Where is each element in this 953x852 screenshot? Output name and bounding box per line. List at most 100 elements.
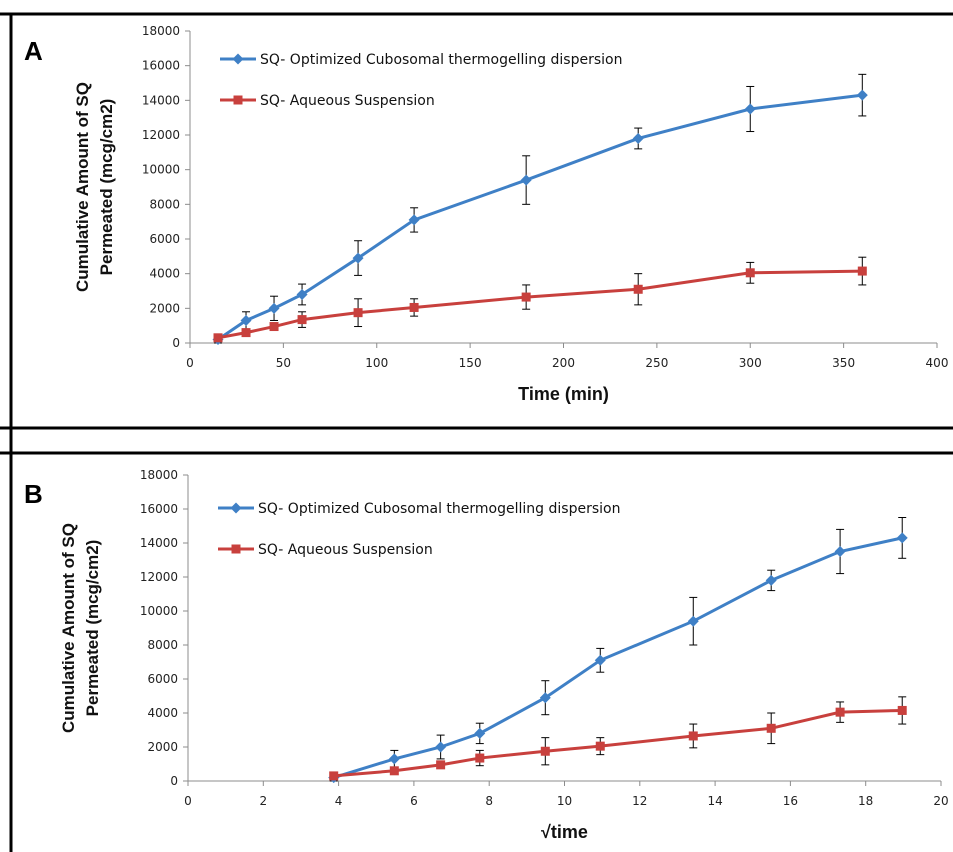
y-tick-label: 8000 [149,197,180,211]
legend-marker-diamond [230,502,242,514]
series-line [217,93,863,341]
data-point-square [436,760,446,770]
data-point-diamond [268,302,280,314]
x-tick-label: 12 [632,794,647,808]
x-tick-label: 300 [739,356,762,370]
x-tick-label: 0 [184,794,192,808]
data-point-square [595,741,605,751]
data-point-diamond [388,753,400,765]
data-point-diamond [408,214,420,226]
legend-marker-square [231,544,241,554]
x-tick-label: 150 [459,356,482,370]
data-point-square [329,771,339,781]
y-tick-label: 14000 [140,536,178,550]
data-point-diamond [834,546,846,557]
data-point-square [633,284,643,294]
data-point-square [745,268,755,278]
x-tick-label: 400 [926,356,949,370]
data-point-diamond [687,615,699,627]
legend-label: SQ- Optimized Cubosomal thermogelling di… [260,52,622,68]
data-point-square [897,705,907,715]
chart-panel-a: 0200040006000800010000120001400016000180… [73,24,948,404]
data-point-square [540,746,550,756]
y-tick-label: 0 [170,774,178,788]
x-tick-label: 20 [933,794,948,808]
y-tick-label: 4000 [149,267,180,281]
data-point-square [835,707,845,717]
y-tick-label: 8000 [147,638,178,652]
panel-letter-a: A [24,36,43,66]
y-tick-label: 2000 [149,301,180,315]
data-point-square [409,302,419,312]
data-point-square [521,292,531,302]
y-tick-label: 10000 [142,163,180,177]
legend-marker-square [233,95,243,105]
y-tick-label: 12000 [140,570,178,584]
data-point-square [297,315,307,325]
data-point-square [353,308,363,318]
y-tick-label: 18000 [142,24,180,38]
legend-marker-diamond [232,53,244,65]
x-tick-label: 100 [365,356,388,370]
series-line [333,708,903,778]
data-point-diamond [474,727,486,739]
x-tick-label: 250 [645,356,668,370]
series-line [333,536,903,780]
y-tick-label: 6000 [149,232,180,246]
legend-label: SQ- Optimized Cubosomal thermogelling di… [258,501,620,517]
data-point-diamond [539,692,551,704]
y-tick-label: 4000 [147,706,178,720]
data-point-diamond [632,132,644,144]
x-axis-title: Time (min) [518,384,609,404]
data-point-square [213,333,223,343]
y-tick-label: 2000 [147,740,178,754]
x-tick-label: 10 [557,794,572,808]
data-point-square [269,322,279,332]
y-axis-title-line: Permeated (mcg/cm2) [97,99,116,276]
legend-label: SQ- Aqueous Suspension [260,93,435,109]
y-axis-title-line: Permeated (mcg/cm2) [83,540,102,717]
y-tick-label: 12000 [142,128,180,142]
x-tick-label: 50 [276,356,291,370]
x-tick-label: 16 [783,794,798,808]
x-tick-label: 200 [552,356,575,370]
data-point-diamond [765,574,777,586]
y-axis-title-line: Cumulative Amount of SQ [73,82,92,292]
panel-letter-b: B [24,479,43,509]
x-tick-label: 350 [832,356,855,370]
data-point-diamond [435,741,447,753]
y-tick-label: 10000 [140,604,178,618]
x-tick-label: 6 [410,794,418,808]
y-axis-title-line: Cumulative Amount of SQ [59,523,78,733]
y-tick-label: 6000 [147,672,178,686]
x-tick-label: 18 [858,794,873,808]
data-point-diamond [744,103,756,115]
data-point-square [475,753,485,763]
data-point-square [766,723,776,733]
y-tick-label: 14000 [142,93,180,107]
data-point-square [389,766,399,776]
chart-panel-b: 0200040006000800010000120001400016000180… [59,468,949,842]
data-point-square [857,266,867,276]
x-tick-label: 2 [259,794,267,808]
x-tick-label: 4 [335,794,343,808]
y-tick-label: 16000 [142,59,180,73]
data-point-diamond [352,252,364,264]
y-tick-label: 18000 [140,468,178,482]
data-point-diamond [520,174,532,186]
y-tick-label: 16000 [140,502,178,516]
series-line [217,269,863,340]
data-point-diamond [594,654,606,666]
data-point-square [241,328,251,338]
y-tick-label: 0 [172,336,180,350]
data-point-diamond [856,89,868,101]
data-point-diamond [296,288,308,300]
data-point-diamond [240,314,252,326]
x-axis-title: √time [541,822,588,842]
data-point-diamond [896,532,908,544]
x-tick-label: 0 [186,356,194,370]
x-tick-label: 14 [707,794,722,808]
data-point-square [688,731,698,741]
legend-label: SQ- Aqueous Suspension [258,542,433,558]
